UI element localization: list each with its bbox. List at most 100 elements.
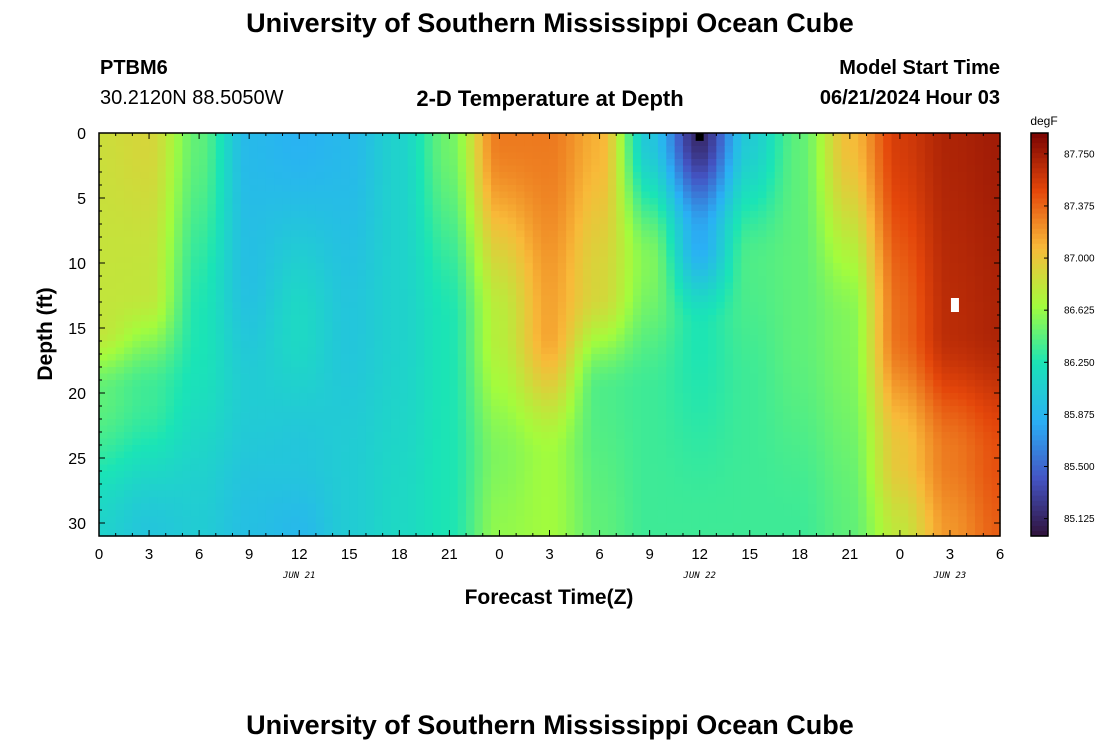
heatmap-cell [733, 360, 742, 368]
heatmap-cell [332, 211, 342, 219]
heatmap-cell [549, 133, 559, 141]
heatmap-cell [507, 445, 517, 453]
heatmap-cell [524, 139, 534, 147]
heatmap-cell [524, 451, 534, 459]
heatmap-cell [349, 165, 359, 173]
heatmap-cell [499, 432, 509, 440]
heatmap-cell [140, 315, 150, 323]
heatmap-cell [616, 263, 626, 271]
heatmap-cell [324, 302, 334, 310]
heatmap-cell [365, 263, 375, 271]
heatmap-cell [349, 276, 359, 284]
heatmap-cell [232, 178, 242, 186]
heatmap-cell [265, 412, 275, 420]
heatmap-cell [557, 185, 567, 193]
heatmap-cell [165, 360, 175, 368]
heatmap-cell [332, 321, 342, 329]
heatmap-cell [466, 516, 476, 524]
heatmap-cell [274, 178, 284, 186]
heatmap-cell [758, 425, 767, 433]
heatmap-cell [499, 139, 509, 147]
heatmap-cell [566, 510, 576, 518]
heatmap-cell [165, 432, 175, 440]
heatmap-cell [324, 464, 334, 472]
heatmap-cell [340, 367, 350, 375]
heatmap-cell [532, 334, 542, 342]
heatmap-cell [424, 523, 434, 531]
heatmap-cell [457, 341, 467, 349]
heatmap-cell [432, 334, 442, 342]
heatmap-cell [199, 230, 209, 238]
heatmap-cell [357, 302, 367, 310]
heatmap-cell [449, 139, 459, 147]
heatmap-cell [424, 510, 434, 518]
heatmap-cell [507, 334, 517, 342]
heatmap-cell [632, 341, 642, 349]
heatmap-cell [207, 315, 217, 323]
heatmap-cell [165, 172, 175, 180]
heatmap-cell [165, 263, 175, 271]
heatmap-cell [240, 334, 250, 342]
heatmap-cell [441, 464, 450, 472]
heatmap-cell [240, 178, 250, 186]
heatmap-cell [299, 224, 309, 232]
heatmap-cell [557, 263, 567, 271]
heatmap-cell [708, 256, 717, 264]
heatmap-cell [315, 263, 325, 271]
heatmap-cell [582, 204, 592, 212]
heatmap-cell [190, 367, 200, 375]
heatmap-cell [582, 510, 592, 518]
heatmap-cell [407, 165, 417, 173]
heatmap-cell [632, 438, 642, 446]
heatmap-cell [507, 386, 517, 394]
heatmap-cell [474, 367, 484, 375]
heatmap-cell [699, 373, 709, 381]
heatmap-cell [657, 152, 667, 160]
heatmap-cell [424, 419, 434, 427]
heatmap-cell [240, 484, 250, 492]
heatmap-cell [666, 341, 676, 349]
heatmap-cell [149, 484, 158, 492]
heatmap-cell [124, 516, 133, 524]
heatmap-cell [666, 276, 676, 284]
heatmap-cell [541, 217, 551, 225]
heatmap-cell [699, 243, 709, 251]
heatmap-cell [724, 295, 734, 303]
heatmap-cell [357, 360, 367, 368]
heatmap-cell [416, 367, 425, 375]
heatmap-cell [574, 458, 584, 466]
heatmap-cell [382, 185, 392, 193]
heatmap-cell [149, 263, 158, 271]
heatmap-cell [557, 503, 567, 511]
heatmap-cell [708, 438, 717, 446]
heatmap-cell [691, 367, 701, 375]
heatmap-cell [716, 458, 726, 466]
heatmap-cell [274, 503, 284, 511]
heatmap-cell [549, 328, 559, 336]
heatmap-cell [174, 159, 184, 167]
heatmap-cell [124, 178, 133, 186]
heatmap-cell [174, 399, 184, 407]
heatmap-cell [115, 334, 125, 342]
heatmap-cell [174, 172, 184, 180]
heatmap-cell [507, 503, 517, 511]
heatmap-cell [449, 490, 459, 498]
heatmap-cell [724, 419, 734, 427]
heatmap-cell [674, 217, 684, 225]
heatmap-cell [315, 419, 325, 427]
heatmap-cell [607, 191, 617, 199]
heatmap-cell [758, 224, 767, 232]
heatmap-cell [174, 393, 184, 401]
heatmap-cell [299, 490, 309, 498]
heatmap-cell [733, 503, 742, 511]
heatmap-cell [482, 451, 492, 459]
heatmap-cell [474, 178, 484, 186]
heatmap-cell [666, 165, 676, 173]
heatmap-cell [549, 276, 559, 284]
heatmap-cell [115, 386, 125, 394]
heatmap-cell [733, 178, 742, 186]
heatmap-cell [649, 269, 659, 277]
heatmap-cell [307, 276, 317, 284]
heatmap-cell [107, 412, 117, 420]
heatmap-cell [766, 178, 776, 186]
